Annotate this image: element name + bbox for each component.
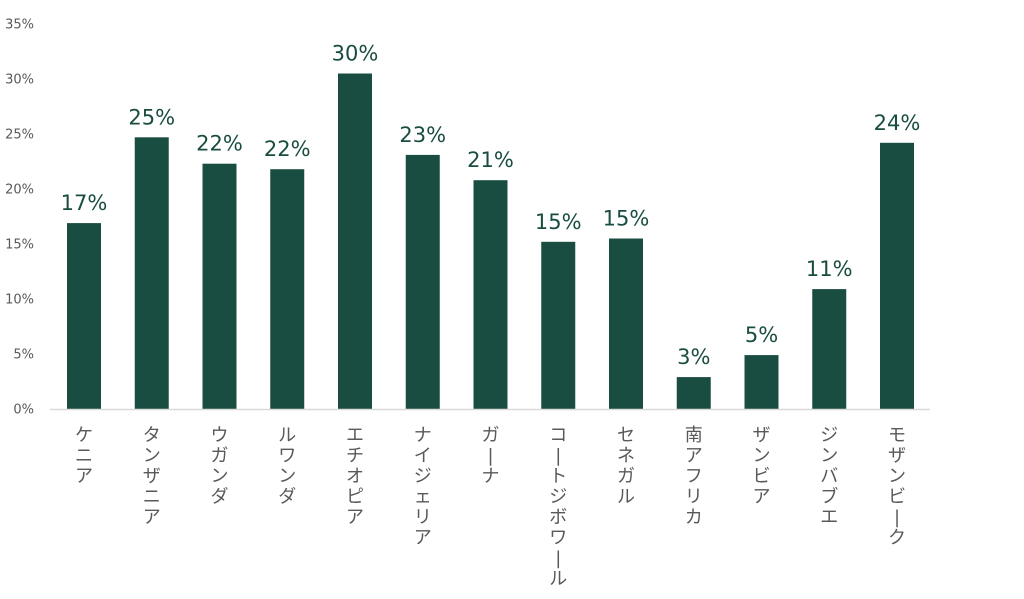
data-label: 21% [467, 148, 514, 172]
category-label: ケニア [75, 425, 93, 487]
bar [880, 142, 914, 410]
bar [338, 73, 372, 409]
category-label: 南アフリカ [685, 425, 703, 528]
bar [744, 355, 779, 409]
y-tick-label: 5% [13, 348, 34, 363]
y-tick-label: 25% [5, 128, 34, 143]
category-label: エチオピア [346, 425, 364, 528]
bar [202, 163, 237, 409]
data-label: 22% [264, 137, 311, 161]
data-label: 5% [745, 323, 778, 347]
x-axis: ケニア タンザニア ウガンダ ルワンダ エチオピア ナイジェリア ガ|ナ コ|トジボワ|ル セネ… [50, 408, 930, 590]
bars [67, 73, 914, 410]
data-labels: 17% 25% 22% 22% 30% 23% 21% 15% 15% 3% 5% 11% 24% [61, 42, 921, 370]
category-label: ウガンダ [211, 425, 229, 508]
data-label: 15% [603, 207, 650, 231]
data-label: 17% [61, 191, 108, 215]
category-label: ガ|ナ [482, 425, 500, 487]
bar [541, 241, 576, 409]
data-label: 25% [128, 105, 175, 129]
category-label: ザンビア [753, 425, 771, 508]
y-tick-label: 35% [5, 18, 34, 33]
data-label: 22% [196, 132, 243, 156]
bar [134, 137, 169, 410]
category-label: ジンバブエ [820, 425, 838, 528]
bar [609, 238, 643, 409]
category-label: ナイジェリア [414, 425, 432, 549]
y-tick-label: 10% [5, 293, 34, 308]
category-label: タンザニア [143, 425, 161, 528]
category-label: コ|トジボワ|ル [549, 425, 567, 590]
y-tick-label: 0% [13, 403, 34, 418]
data-label: 15% [535, 210, 582, 234]
data-label: 30% [332, 42, 379, 66]
category-label: モザンビ|ク [888, 425, 906, 549]
data-label: 23% [399, 123, 446, 147]
bar [270, 169, 305, 409]
y-tick-label: 20% [5, 183, 34, 198]
y-tick-label: 15% [5, 238, 34, 253]
data-label: 11% [806, 257, 853, 281]
category-label: ルワンダ [278, 425, 296, 508]
bar [405, 154, 440, 409]
category-label: セネガル [617, 425, 635, 508]
y-tick-label: 30% [5, 73, 34, 88]
data-label: 3% [677, 345, 710, 369]
bar [676, 377, 711, 409]
data-label: 24% [874, 111, 921, 135]
bar [67, 223, 101, 409]
bar [473, 180, 508, 409]
bar [812, 289, 847, 409]
y-axis: 0% 5% 10% 15% 20% 25% 30% 35% [5, 18, 34, 418]
